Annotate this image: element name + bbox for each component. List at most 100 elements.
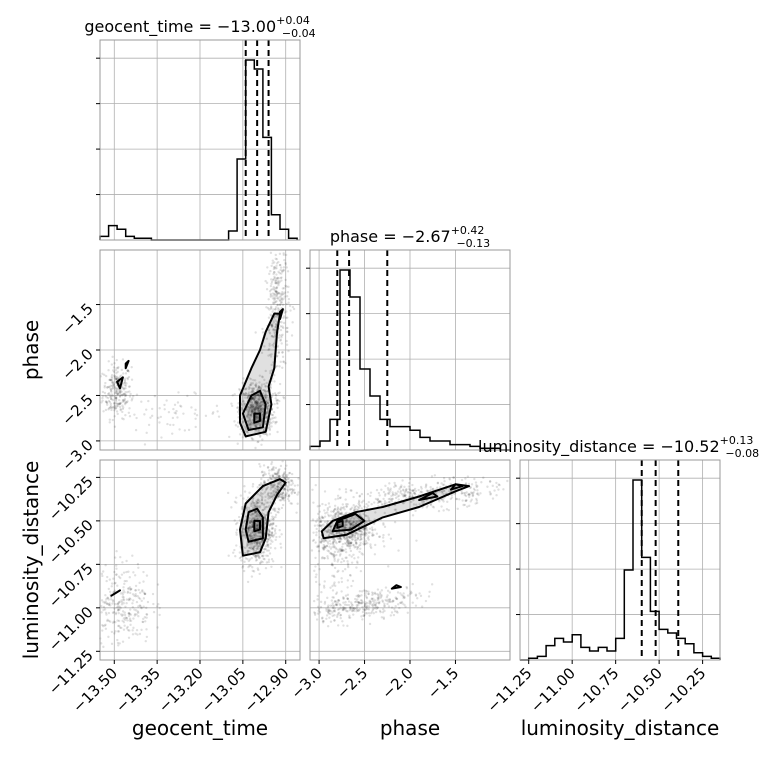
sample-point <box>114 377 118 381</box>
sample-point <box>356 609 360 612</box>
sample-point <box>251 546 254 550</box>
sample-point <box>282 268 285 272</box>
sample-point <box>275 262 279 265</box>
sample-point <box>346 610 349 613</box>
sample-point <box>364 591 367 595</box>
sample-point <box>120 394 124 397</box>
sample-point <box>332 538 336 541</box>
sample-point <box>336 560 339 563</box>
sample-point <box>336 494 340 497</box>
sample-point <box>106 386 109 389</box>
sample-point <box>252 399 256 402</box>
sample-point <box>436 481 440 484</box>
sample-point <box>271 508 274 511</box>
sample-point <box>139 604 142 608</box>
sample-point <box>247 385 251 389</box>
sample-point <box>271 292 275 295</box>
sample-point <box>179 405 183 408</box>
sample-point <box>262 481 266 485</box>
sample-point <box>262 389 265 392</box>
sample-point <box>376 497 380 501</box>
sample-point <box>264 279 267 283</box>
sample-point <box>250 420 253 423</box>
sample-point <box>273 529 277 533</box>
sample-point <box>142 617 145 621</box>
sample-point <box>251 506 255 510</box>
sample-point <box>149 416 152 419</box>
sample-point <box>264 421 268 424</box>
sample-point <box>256 429 259 433</box>
sample-point <box>260 415 264 418</box>
sample-point <box>151 592 155 596</box>
sample-point <box>259 530 263 534</box>
sample-point <box>165 399 168 402</box>
sample-point <box>267 405 270 408</box>
sample-point <box>118 391 122 394</box>
sample-point <box>259 387 262 390</box>
sample-point <box>110 377 114 380</box>
sample-point <box>108 393 111 396</box>
sample-point <box>448 477 451 480</box>
sample-point <box>241 436 245 439</box>
sample-point <box>257 428 261 432</box>
sample-point <box>256 498 260 502</box>
sample-point <box>280 279 283 282</box>
sample-point <box>194 408 197 412</box>
sample-point <box>265 412 268 416</box>
sample-point <box>173 403 177 407</box>
sample-point <box>270 425 273 428</box>
sample-point <box>270 335 274 338</box>
sample-point <box>361 553 365 556</box>
sample-point <box>257 531 260 535</box>
sample-point <box>248 558 252 561</box>
sample-point <box>128 612 131 615</box>
sample-point <box>251 408 254 411</box>
sample-point <box>251 523 254 527</box>
sample-point <box>431 487 435 491</box>
sample-point <box>497 483 500 486</box>
sample-point <box>373 606 377 610</box>
sample-point <box>129 392 132 396</box>
sample-point <box>113 406 117 410</box>
sample-point <box>114 398 118 401</box>
sample-point <box>127 570 130 573</box>
sample-point <box>123 381 127 385</box>
sample-point <box>107 407 111 410</box>
sample-point <box>135 613 138 616</box>
sample-point <box>247 410 250 413</box>
sample-point <box>419 594 423 598</box>
sample-point <box>331 584 334 588</box>
sample-point <box>282 292 285 295</box>
sample-point <box>270 306 273 309</box>
sample-point <box>376 588 380 591</box>
sample-point <box>260 498 264 502</box>
sample-point <box>272 411 276 414</box>
sample-point <box>233 519 236 522</box>
sample-point <box>285 475 289 479</box>
sample-point <box>134 428 138 432</box>
sample-point <box>318 567 321 571</box>
sample-point <box>270 524 273 527</box>
sample-point <box>115 377 118 380</box>
sample-point <box>108 590 112 594</box>
sample-point <box>328 616 331 619</box>
sample-point <box>252 536 255 539</box>
sample-point <box>250 502 254 506</box>
sample-point <box>119 401 122 405</box>
sample-point <box>254 384 258 387</box>
sample-point <box>182 412 185 415</box>
sample-point <box>112 382 115 386</box>
sample-point <box>122 417 125 421</box>
sample-point <box>113 405 116 408</box>
sample-point <box>110 379 113 382</box>
sample-point <box>360 601 364 605</box>
sample-point <box>274 325 278 328</box>
sample-point <box>327 611 330 614</box>
sample-point <box>382 497 385 501</box>
sample-point <box>245 415 249 418</box>
sample-point <box>231 394 234 397</box>
sample-point <box>252 387 256 390</box>
sample-point <box>267 401 270 404</box>
sample-point <box>474 502 477 505</box>
sample-point <box>259 531 263 534</box>
